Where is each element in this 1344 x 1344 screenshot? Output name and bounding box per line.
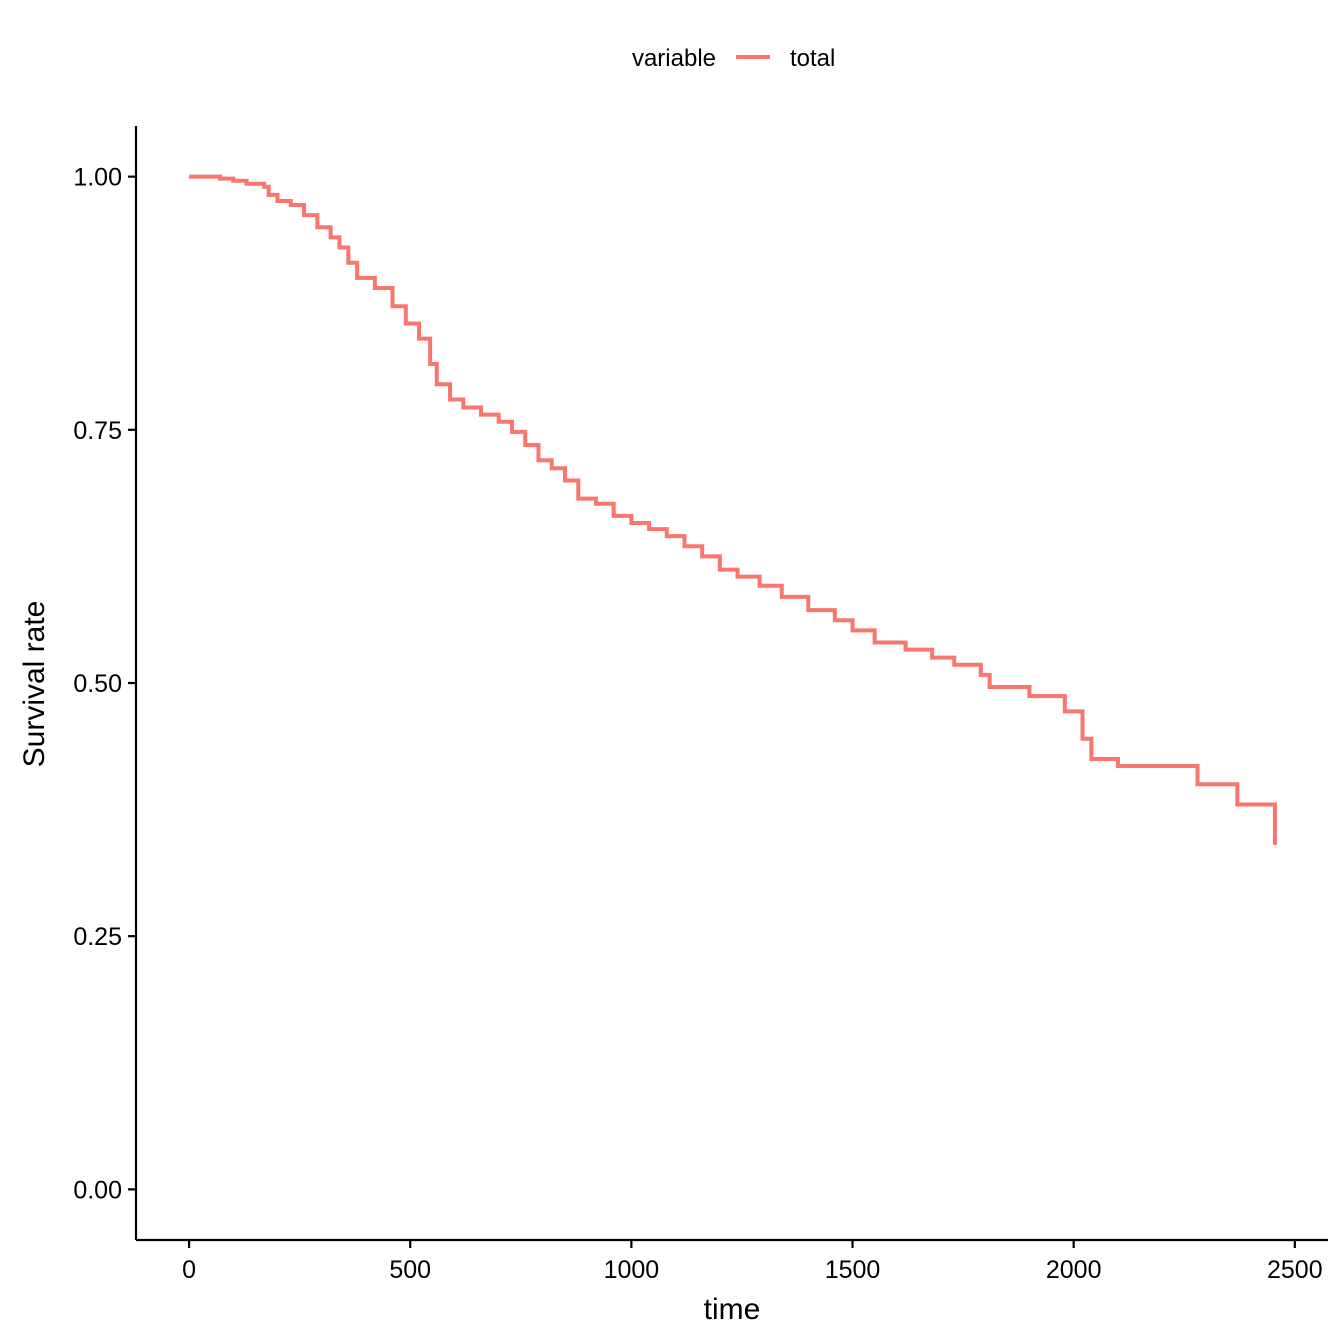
x-axis-title: time bbox=[704, 1293, 761, 1326]
plot-area bbox=[189, 174, 1277, 846]
x-tick-label: 2000 bbox=[1046, 1256, 1102, 1284]
x-tick-label: 2500 bbox=[1267, 1256, 1323, 1284]
series-line-total bbox=[189, 174, 1277, 846]
legend-title: variable bbox=[632, 45, 716, 72]
x-axis: 0 500 1000 1500 2000 2500 bbox=[136, 1238, 1328, 1284]
legend: variable total bbox=[632, 45, 835, 72]
y-axis-title: Survival rate bbox=[18, 601, 51, 768]
y-axis: 0.00 0.25 0.50 0.75 1.00 bbox=[73, 126, 138, 1240]
y-tick-label: 1.00 bbox=[73, 164, 122, 192]
x-tick-label: 500 bbox=[389, 1256, 431, 1284]
y-tick-label: 0.75 bbox=[73, 417, 122, 445]
y-tick-label: 0.00 bbox=[73, 1176, 122, 1204]
y-tick-label: 0.50 bbox=[73, 670, 122, 698]
y-tick-label: 0.25 bbox=[73, 923, 122, 951]
x-tick-label: 0 bbox=[182, 1256, 196, 1284]
legend-label-total: total bbox=[790, 45, 835, 72]
x-tick-label: 1000 bbox=[604, 1256, 660, 1284]
x-tick-label: 1500 bbox=[825, 1256, 881, 1284]
